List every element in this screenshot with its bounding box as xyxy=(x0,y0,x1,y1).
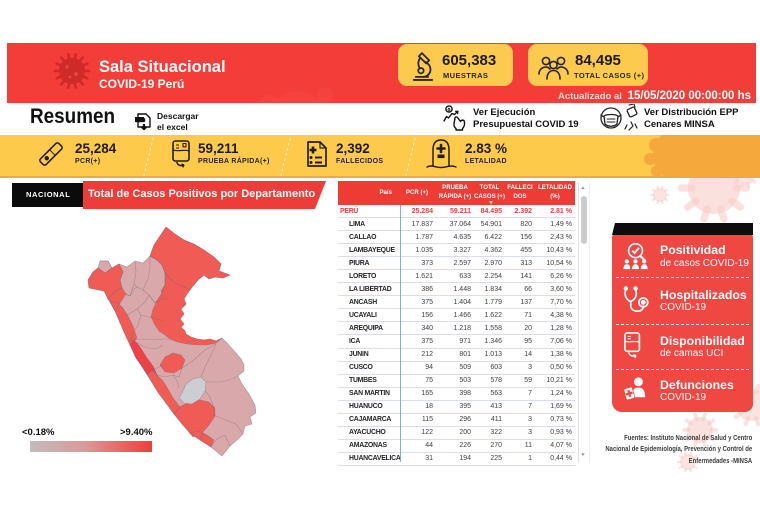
svg-text:XLS: XLS xyxy=(136,117,145,122)
